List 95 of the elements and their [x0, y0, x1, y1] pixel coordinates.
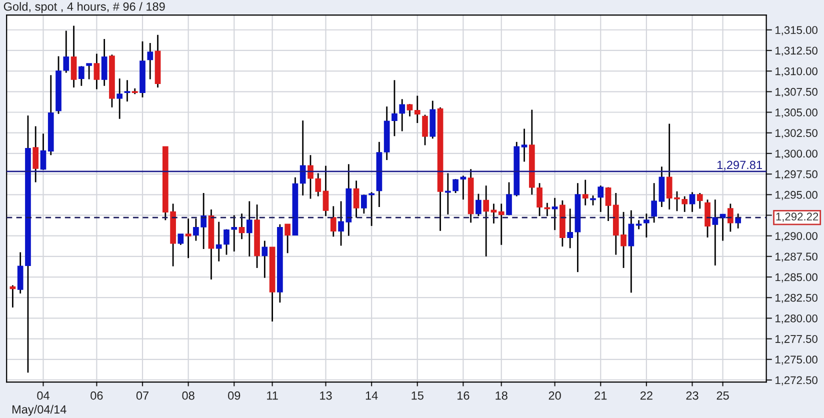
y-tick-label: 1,297.50: [776, 170, 818, 180]
candlestick: [567, 208, 574, 249]
x-tick-label: 23: [686, 391, 698, 400]
y-tick-label: 1,307.50: [776, 88, 818, 98]
candlestick: [689, 191, 696, 213]
candlestick: [445, 172, 451, 216]
y-tick-label: 1,280.00: [776, 314, 818, 324]
candlestick: [185, 218, 192, 259]
candlestick: [78, 65, 84, 87]
candlestick: [452, 178, 458, 194]
candlestick: [582, 179, 588, 206]
candlestick: [628, 210, 634, 294]
candlestick: [552, 197, 558, 231]
y-tick-label: 1,287.50: [776, 252, 818, 262]
x-tick-label: 20: [548, 391, 561, 400]
y-tick-label: 1,272.50: [776, 376, 818, 386]
candlestick: [521, 128, 528, 162]
x-tick-label: 21: [594, 391, 607, 400]
candlestick: [322, 165, 329, 217]
y-tick-label: 1,302.50: [776, 129, 818, 138]
candlestick: [10, 284, 16, 308]
candlestick: [86, 62, 92, 80]
x-tick-label: 13: [320, 391, 332, 400]
candlestick: [735, 212, 741, 230]
candlestick: [590, 194, 596, 206]
candlestick: [216, 221, 222, 262]
ref-line-label: 1,292.22: [776, 212, 818, 222]
candlestick: [712, 198, 718, 266]
x-tick-label: 06: [90, 391, 103, 400]
y-tick-label: 1,285.00: [776, 273, 818, 282]
candlestick: [147, 42, 154, 80]
candlestick: [658, 166, 665, 208]
candlestick: [483, 184, 490, 258]
candlestick: [284, 224, 290, 254]
x-tick-label: 22: [640, 391, 652, 400]
candlestick: [17, 252, 24, 294]
x-tick-label: 16: [458, 391, 470, 400]
x-tick-label: 09: [228, 391, 240, 400]
x-tick-label: 15: [412, 392, 424, 400]
x-tick-label: 07: [136, 391, 148, 400]
y-tick-label: 1,295.00: [776, 190, 818, 200]
y-tick-label: 1,310.00: [776, 67, 818, 77]
candlestick: [32, 126, 39, 183]
candlestick: [124, 79, 130, 102]
y-tick-label: 1,315.00: [776, 26, 818, 36]
candlestick: [414, 95, 420, 124]
candlestick: [704, 198, 710, 238]
ref-line-label: 1,297.81: [717, 160, 762, 171]
candlestick: [476, 193, 482, 217]
y-tick-label: 1,277.50: [776, 335, 818, 344]
candlestick: [101, 38, 108, 87]
candlestick: [720, 214, 726, 242]
candlestick: [696, 192, 703, 210]
candlestick: [490, 203, 497, 224]
candlestick: [246, 200, 252, 258]
candlestick: [300, 120, 306, 196]
x-tick-label: 04: [37, 391, 50, 400]
candlestick: [399, 98, 406, 132]
candlestick: [728, 203, 734, 232]
x-tick-label: 25: [716, 391, 729, 400]
candlestick: [262, 240, 268, 279]
candlestick: [361, 194, 367, 214]
candlestick: [636, 219, 642, 230]
y-tick-label: 1,275.00: [776, 356, 818, 365]
x-tick-label: 14: [366, 392, 378, 400]
candlestick: [40, 132, 46, 171]
candlestick: [392, 79, 398, 137]
y-tick-label: 1,312.50: [776, 46, 818, 56]
y-tick-label: 1,290.00: [776, 232, 818, 242]
candlestick: [178, 233, 184, 246]
text: May/04/14: [12, 404, 66, 416]
candlestick: [368, 191, 374, 227]
candlestick: [598, 184, 604, 213]
candlestick: [70, 25, 77, 88]
candlestick: [238, 212, 245, 240]
candlestick: [651, 182, 657, 224]
candlestick: [94, 53, 100, 90]
candlestick: [315, 172, 322, 197]
y-tick-label: 1,282.50: [776, 294, 818, 304]
candlestick: [353, 180, 360, 218]
chart-title: Gold, spot , 4 hours, # 96 / 189: [4, 2, 165, 14]
candlestick: [422, 114, 428, 146]
candlestick: [308, 154, 314, 200]
x-tick-label: 18: [496, 391, 508, 400]
x-tick-label: 08: [182, 391, 194, 400]
candlestick: [498, 203, 504, 246]
candlestick: [330, 205, 336, 238]
candlestick: [644, 212, 650, 238]
y-tick-label: 1,300.00: [776, 150, 818, 159]
candlestick: [605, 186, 612, 222]
candlestick: [116, 78, 123, 120]
x-tick-label: 11: [267, 392, 278, 400]
y-tick-label: 1,305.00: [776, 108, 818, 118]
candlestick: [460, 174, 466, 200]
candlestick: [406, 103, 413, 118]
